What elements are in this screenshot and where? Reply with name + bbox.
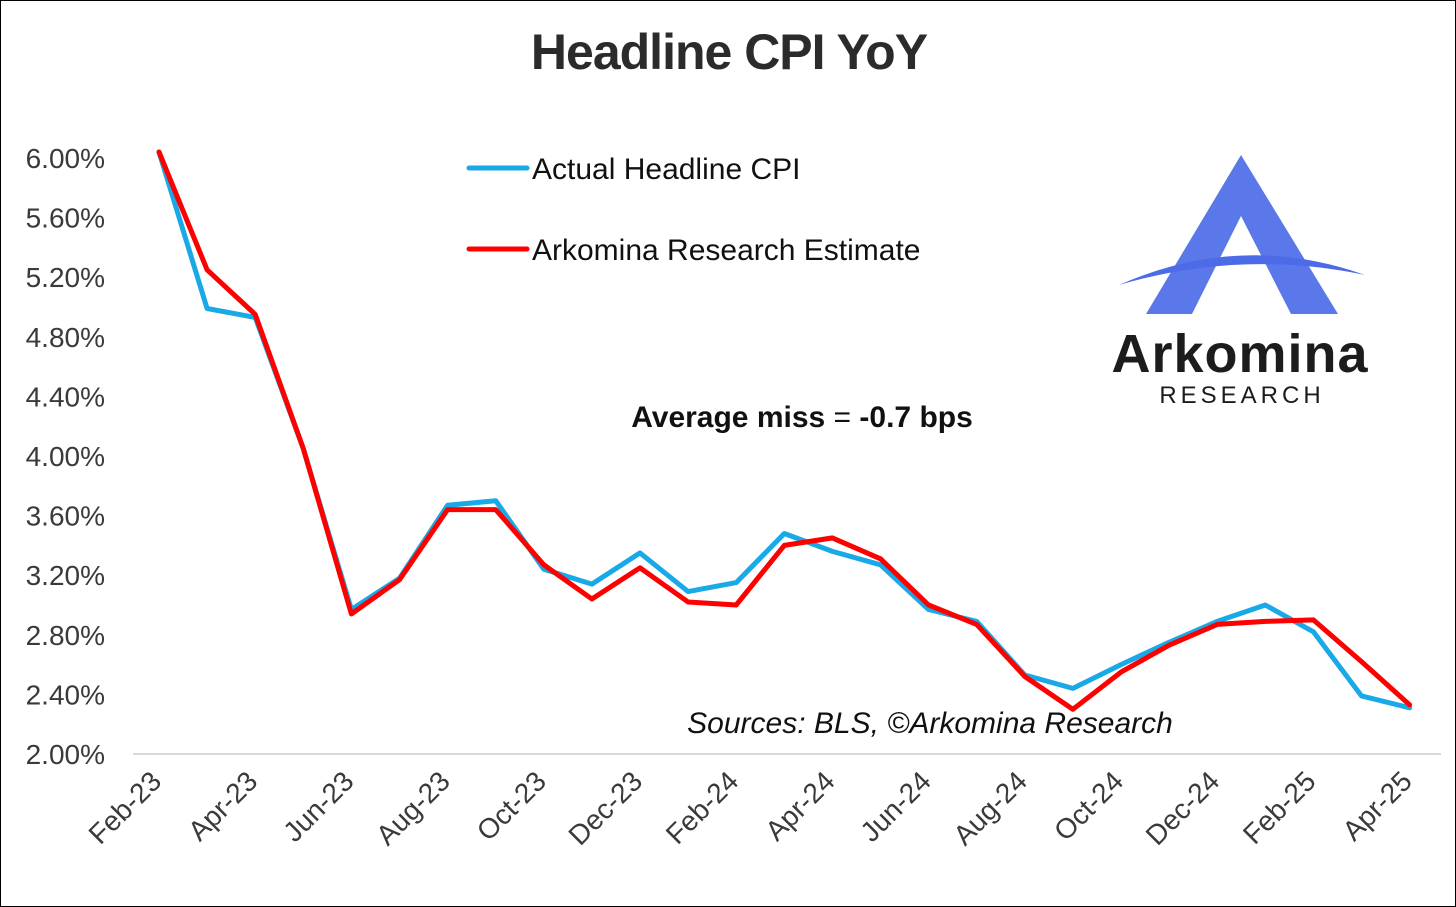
x-tick-label: Apr-24 <box>759 765 840 846</box>
legend-item-estimate: Arkomina Research Estimate <box>466 234 920 267</box>
y-tick-label: 4.80% <box>26 322 105 353</box>
average-miss-label: Average miss <box>631 401 825 434</box>
x-axis-ticks: Feb-23 Apr-23 Jun-23 Aug-23 Oct-23 Dec-23 Feb-… <box>83 765 1418 851</box>
y-tick-label: 2.40% <box>26 679 105 710</box>
logo-swoosh-icon <box>1119 255 1365 285</box>
y-tick-label: 5.20% <box>26 262 105 293</box>
y-tick-label: 2.80% <box>26 620 105 651</box>
legend-label-actual: Actual Headline CPI <box>532 153 800 186</box>
arkomina-logo: Arkomina RESEARCH <box>1111 155 1368 409</box>
y-tick-label: 3.60% <box>26 501 105 532</box>
y-tick-label: 4.00% <box>26 441 105 472</box>
average-miss-value: -0.7 bps <box>859 401 972 434</box>
logo-wordmark: Arkomina <box>1111 324 1368 384</box>
legend: Actual Headline CPI Arkomina Research Es… <box>466 153 920 267</box>
x-tick-label: Feb-24 <box>660 765 745 850</box>
legend-item-actual: Actual Headline CPI <box>466 153 800 186</box>
series-line-actual <box>156 149 1413 711</box>
x-tick-label: Apr-25 <box>1336 765 1417 846</box>
y-tick-label: 2.00% <box>26 739 105 770</box>
x-tick-label: Dec-23 <box>562 765 648 851</box>
x-tick-label: Apr-23 <box>182 765 263 846</box>
x-tick-label: Dec-24 <box>1140 765 1226 851</box>
source-note: Sources: BLS, ©Arkomina Research <box>687 707 1173 740</box>
x-tick-label: Oct-24 <box>1048 765 1129 846</box>
x-tick-label: Aug-24 <box>947 765 1033 851</box>
average-miss-annotation: Average miss = -0.7 bps <box>631 401 973 434</box>
x-tick-label: Jun-24 <box>854 765 936 847</box>
average-miss-equals: = <box>825 401 859 434</box>
series-line-estimate <box>156 149 1413 712</box>
x-tick-label: Feb-23 <box>83 765 168 850</box>
y-tick-label: 4.40% <box>26 381 105 412</box>
x-tick-label: Jun-23 <box>277 765 359 847</box>
series-lines <box>156 149 1413 712</box>
y-axis-ticks: 2.00% 2.40% 2.80% 3.20% 3.60% 4.00% 4.40% 4.80%… <box>26 143 105 770</box>
y-tick-label: 5.60% <box>26 203 105 234</box>
x-tick-label: Aug-23 <box>370 765 456 851</box>
x-tick-label: Feb-25 <box>1237 765 1322 850</box>
legend-label-estimate: Arkomina Research Estimate <box>532 234 920 267</box>
logo-subtitle: RESEARCH <box>1159 382 1324 409</box>
y-tick-label: 3.20% <box>26 560 105 591</box>
logo-triangle-icon <box>1146 155 1338 314</box>
y-tick-label: 6.00% <box>26 143 105 174</box>
chart-title: Headline CPI YoY <box>530 24 928 80</box>
x-tick-label: Oct-23 <box>471 765 552 846</box>
